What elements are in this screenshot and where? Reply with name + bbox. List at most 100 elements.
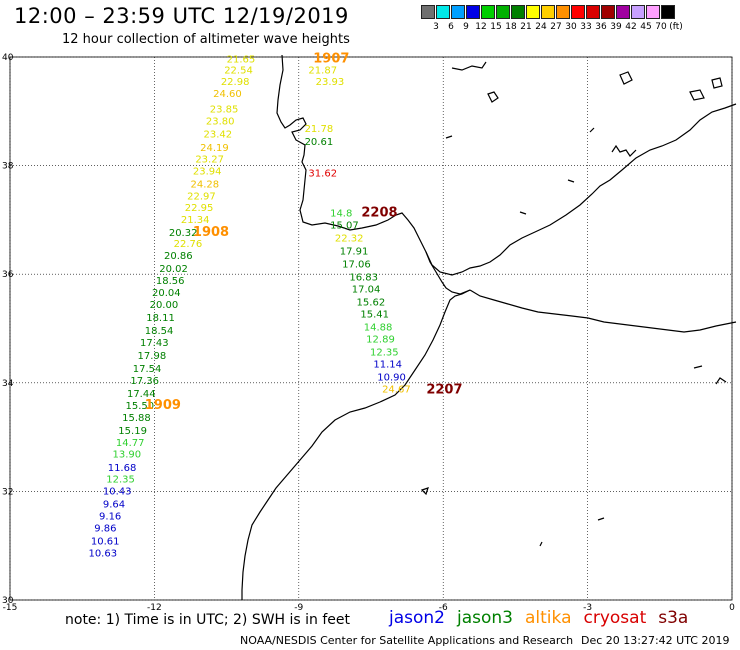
y-tick-label: 40 bbox=[2, 53, 14, 63]
wave-height-label: 12.89 bbox=[366, 335, 395, 346]
wave-height-label: 24.19 bbox=[200, 143, 229, 154]
island-12 bbox=[539, 541, 543, 547]
legend-item-cryosat: cryosat bbox=[583, 608, 647, 628]
y-tick-label: 32 bbox=[2, 487, 13, 497]
pass-time-label: 1908 bbox=[193, 225, 229, 240]
island-10 bbox=[420, 487, 429, 496]
wave-height-label: 23.80 bbox=[206, 116, 235, 127]
color-swatch bbox=[481, 5, 495, 19]
wave-height-label: 23.93 bbox=[316, 77, 345, 88]
island-6 bbox=[611, 144, 637, 157]
footnote: note: 1) Time is in UTC; 2) SWH is in fe… bbox=[65, 612, 351, 628]
wave-height-label: 18.54 bbox=[145, 326, 174, 337]
map-title: 12:00 – 23:59 UTC 12/19/2019 bbox=[14, 4, 349, 28]
wave-height-label: 24.60 bbox=[213, 89, 242, 100]
wave-height-label: 18.11 bbox=[146, 313, 175, 324]
generation-timestamp: Dec 20 13:27:42 UTC 2019 bbox=[581, 634, 730, 647]
wave-height-label: 24.67 bbox=[382, 385, 411, 396]
wave-height-label: 15.88 bbox=[122, 413, 151, 424]
wave-height-label: 22.95 bbox=[185, 203, 214, 214]
island-13 bbox=[519, 211, 527, 215]
wave-height-label: 20.02 bbox=[159, 264, 188, 275]
wave-height-label: 10.43 bbox=[103, 487, 132, 498]
legend-item-altika: altika bbox=[525, 608, 572, 628]
wave-height-label: 9.16 bbox=[99, 512, 121, 523]
pass-time-label: 2208 bbox=[361, 206, 397, 221]
x-tick-label: -3 bbox=[583, 603, 592, 613]
color-scale-label: 42 bbox=[625, 22, 637, 32]
island-4 bbox=[451, 61, 487, 71]
pass-time-label: 1907 bbox=[313, 51, 349, 66]
x-tick-label: -9 bbox=[294, 603, 303, 613]
wave-height-label: 22.54 bbox=[224, 65, 253, 76]
axis-ticks: -15 -12 -9 -6 -3 0 40 38 36 34 32 30 bbox=[2, 53, 735, 613]
legend-item-jason2: jason2 bbox=[389, 608, 445, 628]
color-scale-label: 24 bbox=[535, 22, 547, 32]
wave-height-label: 15.62 bbox=[357, 298, 386, 309]
wave-height-label: 23.85 bbox=[210, 104, 239, 115]
map-frame bbox=[9, 56, 733, 601]
wave-height-label: 16.83 bbox=[349, 273, 378, 284]
color-swatch bbox=[466, 5, 480, 19]
color-scale-label: 15 bbox=[490, 22, 502, 32]
x-tick-label: -6 bbox=[439, 603, 448, 613]
wave-height-label: 31.62 bbox=[308, 168, 337, 179]
color-scale-label: (ft) bbox=[669, 22, 683, 32]
color-swatch bbox=[496, 5, 510, 19]
wave-height-label: 22.32 bbox=[335, 234, 364, 245]
color-swatch bbox=[586, 5, 600, 19]
legend-item-jason3: jason3 bbox=[457, 608, 513, 628]
island-15 bbox=[589, 127, 595, 133]
credit-line: NOAA/NESDIS Center for Satellite Applica… bbox=[240, 634, 574, 647]
island-9 bbox=[715, 377, 727, 385]
color-scale-label: 12 bbox=[475, 22, 487, 32]
wave-height-label: 15.41 bbox=[360, 310, 389, 321]
island-11 bbox=[597, 517, 605, 521]
north-africa-coast bbox=[469, 289, 737, 333]
y-tick-label: 38 bbox=[2, 162, 14, 172]
wave-height-label: 11.14 bbox=[373, 360, 402, 371]
color-swatch bbox=[601, 5, 615, 19]
island-7 bbox=[445, 135, 453, 139]
wave-height-label: 9.64 bbox=[103, 500, 125, 511]
wave-height-label: 15.07 bbox=[330, 221, 359, 232]
color-scale-label: 70 bbox=[655, 22, 667, 32]
wave-height-label: 21.34 bbox=[181, 215, 210, 226]
pass-time-label: 2207 bbox=[426, 383, 462, 398]
wave-height-label: 22.98 bbox=[221, 77, 250, 88]
wave-height-label: 9.86 bbox=[94, 524, 116, 535]
wave-height-label: 14.8 bbox=[330, 209, 352, 220]
y-tick-label: 36 bbox=[2, 270, 14, 280]
x-tick-label: 0 bbox=[729, 603, 735, 613]
wave-height-label: 17.06 bbox=[342, 260, 371, 271]
color-swatch bbox=[526, 5, 540, 19]
wave-height-label: 22.97 bbox=[187, 191, 216, 202]
wave-height-label: 17.04 bbox=[352, 285, 381, 296]
satellite-legend: jason2 jason3 altika cryosat s3a bbox=[389, 608, 700, 628]
gridlines bbox=[9, 56, 733, 601]
color-scale-label: 6 bbox=[448, 22, 454, 32]
wave-height-label: 23.94 bbox=[193, 166, 222, 177]
wave-height-label: 24.28 bbox=[191, 179, 220, 190]
wave-height-label: 12.35 bbox=[370, 348, 399, 359]
gibraltar-coast bbox=[425, 251, 471, 295]
x-tick-label: -12 bbox=[147, 603, 162, 613]
iberia-coastline bbox=[276, 54, 737, 276]
wave-height-label: 14.88 bbox=[364, 323, 393, 334]
island-2 bbox=[689, 89, 705, 101]
y-tick-label: 34 bbox=[2, 379, 14, 389]
wave-height-label: 17.98 bbox=[138, 351, 167, 362]
color-swatch bbox=[511, 5, 525, 19]
color-swatch bbox=[451, 5, 465, 19]
color-scale-label: 39 bbox=[610, 22, 622, 32]
wave-height-label: 17.54 bbox=[133, 364, 162, 375]
color-swatch bbox=[541, 5, 555, 19]
wave-height-label: 15.19 bbox=[118, 426, 147, 437]
color-swatch bbox=[571, 5, 585, 19]
wave-height-label: 17.44 bbox=[127, 389, 156, 400]
wave-height-label: 20.00 bbox=[150, 300, 179, 311]
color-scale-label: 21 bbox=[520, 22, 532, 32]
wave-height-label: 23.27 bbox=[195, 154, 224, 165]
